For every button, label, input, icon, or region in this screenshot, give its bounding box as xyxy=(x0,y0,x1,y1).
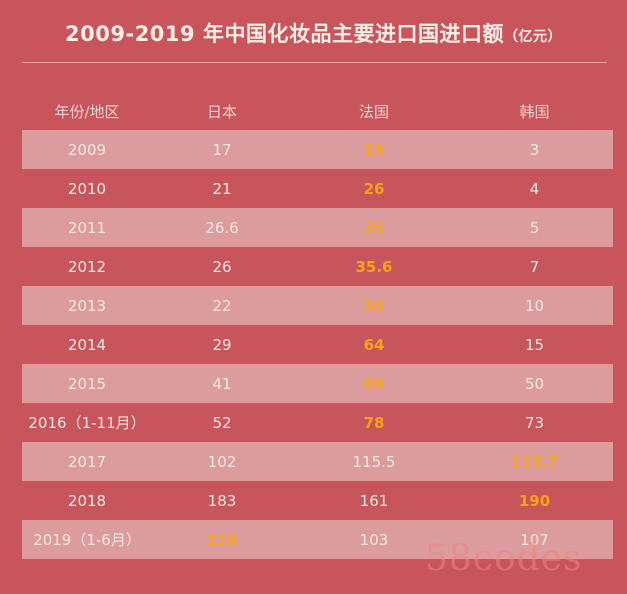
cell-japan: 52 xyxy=(212,413,232,432)
cell-france: 19 xyxy=(363,140,385,159)
header-france: 法国 xyxy=(358,102,389,121)
table-row: 2015 41 69 50 xyxy=(22,364,613,403)
cell-korea: 107 xyxy=(520,530,549,549)
cell-korea: 10 xyxy=(524,296,545,315)
title-divider xyxy=(22,62,607,63)
cell-year: 2014 xyxy=(67,335,107,354)
cell-france: 35.6 xyxy=(355,257,393,276)
table-row: 2011 26.6 35 5 xyxy=(22,208,613,247)
cell-japan: 183 xyxy=(207,491,237,510)
cell-japan: 26.6 xyxy=(205,218,239,237)
title-unit: （亿元） xyxy=(503,29,562,45)
cell-japan: 22 xyxy=(212,296,232,315)
cell-france: 35 xyxy=(363,218,385,237)
cell-korea: 115.7 xyxy=(510,452,559,471)
cell-year: 2015 xyxy=(67,374,107,393)
cell-france: 103 xyxy=(359,530,389,549)
cell-france: 38 xyxy=(363,296,385,315)
table-row: 2019（1-6月） 118 103 107 xyxy=(22,520,613,559)
cell-korea: 4 xyxy=(529,179,540,198)
table-row: 2013 22 38 10 xyxy=(22,286,613,325)
cell-korea: 190 xyxy=(518,491,551,510)
cell-japan: 102 xyxy=(207,452,237,471)
cell-france: 69 xyxy=(363,374,385,393)
cell-japan: 17 xyxy=(212,140,232,159)
watermark: 58codes xyxy=(425,538,583,579)
table-row: 2018 183 161 190 xyxy=(22,481,613,520)
cell-korea: 50 xyxy=(524,374,545,393)
cell-korea: 3 xyxy=(529,140,540,159)
cell-korea: 73 xyxy=(524,413,545,432)
table-row: 2014 29 64 15 xyxy=(22,325,613,364)
cell-year: 2011 xyxy=(67,218,107,237)
table-header: 年份/地区 日本 法国 韩国 xyxy=(22,92,613,130)
cell-year: 2012 xyxy=(67,257,107,276)
cell-japan: 41 xyxy=(212,374,232,393)
cell-france: 64 xyxy=(363,335,385,354)
cell-france: 115.5 xyxy=(352,452,396,471)
title-text: 2009-2019 年中国化妆品主要进口国进口额 xyxy=(65,22,504,46)
cell-year: 2019（1-6月） xyxy=(33,531,141,549)
cell-japan: 29 xyxy=(212,335,232,354)
cell-year: 2010 xyxy=(67,179,107,198)
cell-year: 2018 xyxy=(67,491,107,510)
table-row: 2016（1-11月） 52 78 73 xyxy=(22,403,613,442)
cell-year: 2013 xyxy=(67,296,107,315)
table-row: 2012 26 35.6 7 xyxy=(22,247,613,286)
cell-korea: 15 xyxy=(524,335,545,354)
cell-japan: 26 xyxy=(212,257,232,276)
table-row: 2010 21 26 4 xyxy=(22,169,613,208)
data-table: 年份/地区 日本 法国 韩国 2009 17 19 3 2010 21 26 4 2011 26.… xyxy=(22,92,613,559)
cell-year: 2009 xyxy=(67,140,107,159)
table-row: 2009 17 19 3 xyxy=(22,130,613,169)
header-japan: 日本 xyxy=(206,102,237,121)
cell-france: 78 xyxy=(363,413,385,432)
cell-korea: 5 xyxy=(529,218,540,237)
table-body: 2009 17 19 3 2010 21 26 4 2011 26.6 35 5 2012 26 35.6 7… xyxy=(22,130,613,559)
chart-title: 2009-2019 年中国化妆品主要进口国进口额（亿元） xyxy=(0,18,627,48)
header-year: 年份/地区 xyxy=(54,102,120,121)
cell-korea: 7 xyxy=(529,257,540,276)
cell-year: 2016（1-11月） xyxy=(28,414,146,432)
table-row: 2017 102 115.5 115.7 xyxy=(22,442,613,481)
cell-japan: 21 xyxy=(212,179,232,198)
cell-france: 26 xyxy=(363,179,385,198)
cell-japan: 118 xyxy=(206,530,238,549)
cell-year: 2017 xyxy=(67,452,107,471)
cell-france: 161 xyxy=(359,491,389,510)
header-korea: 韩国 xyxy=(519,102,550,121)
